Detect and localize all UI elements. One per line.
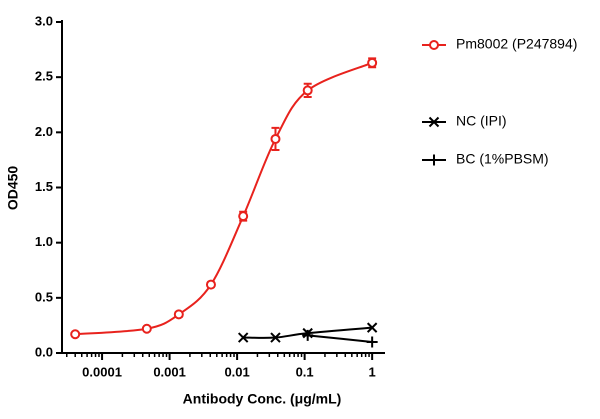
point <box>237 332 249 343</box>
point <box>270 332 281 343</box>
y-tick-label: 0.0 <box>35 344 53 359</box>
y-axis-title: OD450 <box>5 166 21 211</box>
y-tick-label: 1.0 <box>35 234 53 249</box>
legend-label: NC (IPI) <box>456 113 507 129</box>
y-tick-label: 3.0 <box>35 13 53 28</box>
legend-marker <box>428 154 440 166</box>
point <box>70 329 81 340</box>
point <box>270 133 281 144</box>
legend-marker <box>429 40 439 50</box>
series-line <box>75 61 373 336</box>
point <box>141 323 152 334</box>
x-tick-label: 0.0001 <box>82 364 122 379</box>
y-tick-label: 2.5 <box>35 69 53 84</box>
point <box>173 309 184 320</box>
x-axis-title: Antibody Conc. (μg/mL) <box>183 391 342 407</box>
point <box>302 85 313 96</box>
x-tick-label: 0.1 <box>296 364 314 379</box>
x-tick-label: 1 <box>369 364 376 379</box>
point <box>367 57 378 68</box>
y-tick-label: 0.5 <box>35 289 53 304</box>
point <box>366 322 378 333</box>
legend-marker <box>428 116 440 128</box>
legend-label: Pm8002 (P247894) <box>456 36 577 52</box>
point <box>302 329 314 341</box>
x-tick-label: 0.01 <box>224 364 249 379</box>
x-tick-label: 0.001 <box>153 364 186 379</box>
legend-label: BC (1%PBSM) <box>456 151 549 167</box>
y-tick-label: 2.0 <box>35 124 53 139</box>
y-tick-label: 1.5 <box>35 179 53 194</box>
series-line <box>307 334 373 343</box>
series-line <box>243 326 373 339</box>
point <box>205 279 216 290</box>
point <box>366 336 378 348</box>
point <box>238 211 249 222</box>
